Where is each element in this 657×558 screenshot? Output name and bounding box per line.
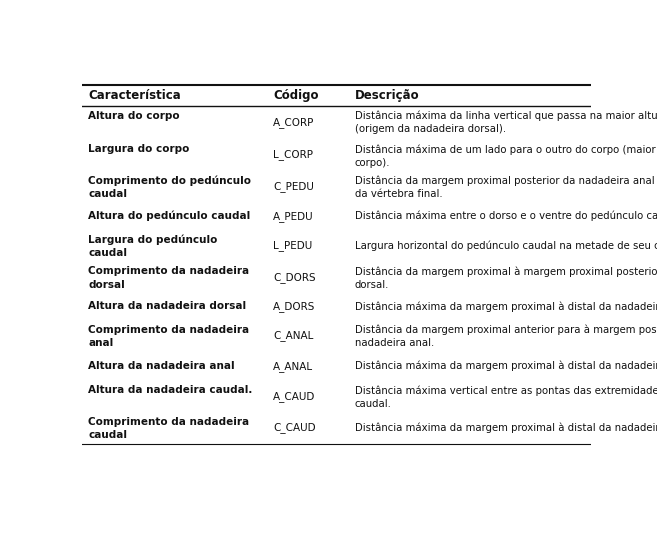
Text: Distância máxima vertical entre as pontas das extremidades da nadade
caudal.: Distância máxima vertical entre as ponta…	[355, 386, 657, 409]
Text: Característica: Característica	[88, 89, 181, 102]
Text: Distância máxima da margem proximal à distal da nadadeira anal.: Distância máxima da margem proximal à di…	[355, 361, 657, 372]
Text: Distância máxima de um lado para o outro do corpo (maior largura
corpo).: Distância máxima de um lado para o outro…	[355, 145, 657, 168]
Text: Distância máxima da linha vertical que passa na maior altura do cor
(origem da n: Distância máxima da linha vertical que p…	[355, 111, 657, 134]
Text: Comprimento da nadadeira
caudal: Comprimento da nadadeira caudal	[88, 417, 250, 440]
Text: Largura do pedúnculo
caudal: Largura do pedúnculo caudal	[88, 234, 217, 258]
Text: Comprimento da nadadeira
anal: Comprimento da nadadeira anal	[88, 325, 250, 348]
Text: A_CORP: A_CORP	[273, 117, 315, 128]
Text: A_CAUD: A_CAUD	[273, 391, 315, 402]
Text: A_ANAL: A_ANAL	[273, 361, 313, 372]
Text: Distância máxima entre o dorso e o ventre do pedúnculo caudal.: Distância máxima entre o dorso e o ventr…	[355, 211, 657, 222]
Text: Altura da nadadeira dorsal: Altura da nadadeira dorsal	[88, 301, 246, 311]
Text: Altura do pedúnculo caudal: Altura do pedúnculo caudal	[88, 211, 250, 222]
Text: A_PEDU: A_PEDU	[273, 210, 313, 222]
Text: Altura da nadadeira caudal.: Altura da nadadeira caudal.	[88, 386, 252, 395]
Text: Altura do corpo: Altura do corpo	[88, 111, 180, 121]
Text: C_CAUD: C_CAUD	[273, 422, 316, 434]
Text: Distância máxima da margem proximal à distal da nadadeira dorsal.: Distância máxima da margem proximal à di…	[355, 301, 657, 311]
Text: Distância da margem proximal à margem proximal posterior da nadade
dorsal.: Distância da margem proximal à margem pr…	[355, 266, 657, 290]
Text: Comprimento do pedúnculo
caudal: Comprimento do pedúnculo caudal	[88, 175, 251, 199]
Text: Largura horizontal do pedúnculo caudal na metade de seu comprimento.: Largura horizontal do pedúnculo caudal n…	[355, 240, 657, 251]
Text: Distância da margem proximal posterior da nadadeira anal à margem cau
da vértebr: Distância da margem proximal posterior d…	[355, 175, 657, 199]
Text: Descrição: Descrição	[355, 89, 419, 102]
Text: Largura do corpo: Largura do corpo	[88, 145, 190, 155]
Text: L_PEDU: L_PEDU	[273, 240, 312, 251]
Text: C_DORS: C_DORS	[273, 272, 316, 282]
Text: Distância da margem proximal anterior para à margem posterior distal
nadadeira a: Distância da margem proximal anterior pa…	[355, 325, 657, 348]
Text: Código: Código	[273, 89, 319, 102]
Text: Distância máxima da margem proximal à distal da nadadeira caudal.: Distância máxima da margem proximal à di…	[355, 422, 657, 433]
Text: Altura da nadadeira anal: Altura da nadadeira anal	[88, 361, 235, 371]
Text: Comprimento da nadadeira
dorsal: Comprimento da nadadeira dorsal	[88, 266, 250, 290]
Text: L_CORP: L_CORP	[273, 149, 313, 160]
Text: A_DORS: A_DORS	[273, 301, 315, 312]
Text: C_PEDU: C_PEDU	[273, 181, 314, 192]
Text: C_ANAL: C_ANAL	[273, 330, 313, 341]
